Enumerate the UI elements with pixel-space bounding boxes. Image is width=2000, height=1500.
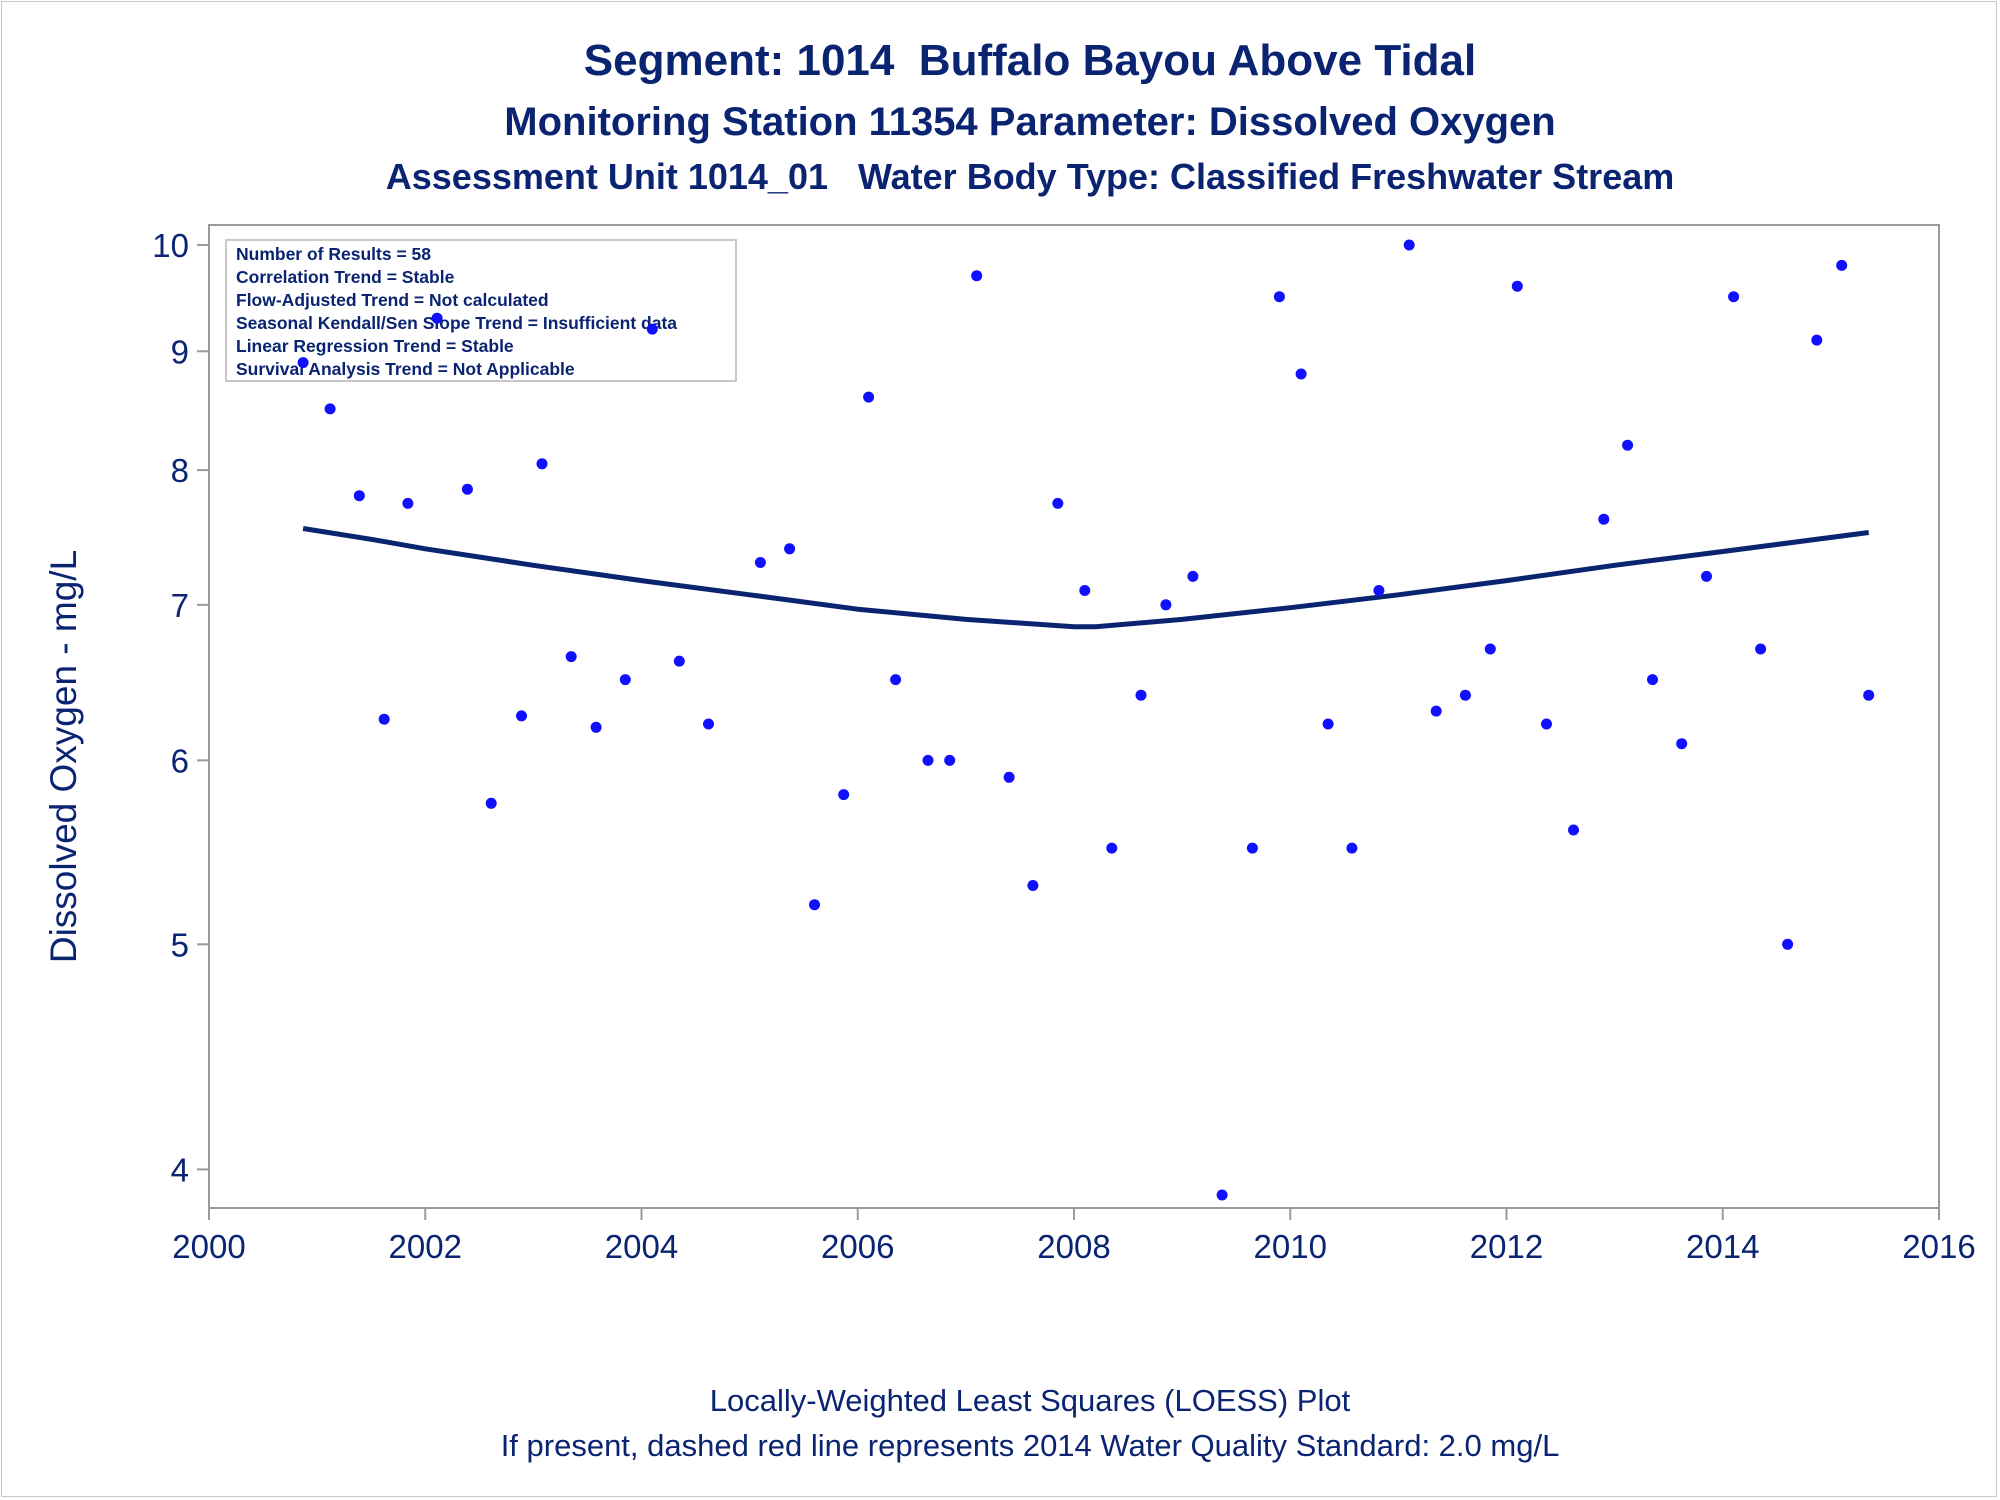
data-point [619, 674, 631, 686]
data-point [536, 458, 548, 470]
inset-line-correlation: Correlation Trend = Stable [236, 267, 455, 287]
data-point [863, 391, 875, 403]
data-point [646, 323, 658, 335]
data-point [1647, 674, 1658, 686]
data-point [1079, 585, 1091, 596]
data-point [1598, 513, 1610, 525]
y-axis-label: Dissolved Oxygen - mg/L [43, 550, 84, 963]
x-tick-label: 2014 [1686, 1228, 1759, 1265]
data-point [565, 651, 577, 663]
x-tick-label: 2002 [389, 1228, 462, 1265]
data-point [1430, 705, 1442, 717]
x-tick-label: 2016 [1902, 1228, 1975, 1265]
data-point [353, 490, 365, 502]
observation-series [297, 239, 1875, 1201]
loess-line [302, 526, 1870, 630]
data-point [590, 721, 602, 733]
y-tick-label: 10 [152, 227, 189, 264]
y-tick-label: 9 [171, 333, 189, 370]
data-point [703, 718, 714, 730]
data-point [922, 754, 934, 766]
data-point [1160, 599, 1172, 611]
data-point [378, 713, 390, 725]
data-point [1322, 718, 1334, 730]
data-point [1701, 570, 1712, 582]
footer-plot-type: Locally-Weighted Least Squares (LOESS) P… [709, 1383, 1351, 1418]
data-point [1003, 771, 1015, 783]
data-point [890, 674, 902, 686]
data-point [809, 899, 820, 911]
data-point [1511, 280, 1523, 292]
x-tick-label: 2000 [172, 1228, 245, 1265]
data-point [1273, 291, 1285, 303]
x-tick-label: 2012 [1470, 1228, 1543, 1265]
data-point [1135, 689, 1147, 701]
inset-box [225, 239, 737, 382]
loess-series [302, 526, 1870, 630]
y-axis: 4 5 6 7 8 9 10 [152, 227, 209, 1188]
inset-line-results: Number of Results = 58 [236, 244, 431, 264]
data-point [1052, 497, 1064, 509]
data-point [516, 710, 527, 722]
inset-line-linear-regression: Linear Regression Trend = Stable [236, 336, 514, 356]
data-point [1728, 291, 1740, 303]
data-point [1782, 938, 1794, 950]
x-tick-label: 2004 [605, 1228, 678, 1265]
chart-subtitle-assessment-unit: Assessment Unit 1014_01 Water Body Type:… [385, 156, 1675, 197]
x-tick-label: 2006 [821, 1228, 894, 1265]
data-point [754, 557, 766, 568]
chart-title: Segment: 1014 Buffalo Bayou Above Tidal [583, 36, 1477, 85]
data-point [1216, 1189, 1228, 1201]
data-point [971, 270, 983, 282]
data-point [1346, 842, 1358, 854]
x-tick-label: 2008 [1037, 1228, 1110, 1265]
y-tick-label: 6 [171, 742, 189, 779]
data-point [297, 357, 309, 369]
inset-line-survival-analysis: Survival Analysis Trend = Not Applicable [236, 359, 575, 379]
data-point [324, 403, 336, 415]
footer-standard-note: If present, dashed red line represents 2… [500, 1428, 1560, 1463]
data-point [1246, 842, 1258, 854]
data-point [431, 312, 443, 324]
data-point [1106, 842, 1118, 854]
data-point [461, 483, 473, 495]
data-point [1568, 824, 1579, 836]
data-point [1373, 585, 1385, 596]
data-point [485, 797, 497, 809]
trend-statistics-inset: Number of Results = 58 Correlation Trend… [225, 239, 737, 382]
data-point [838, 789, 850, 801]
x-axis: 2000 2002 2004 2006 2008 2010 2012 2014 2016 [172, 1208, 1976, 1265]
inset-line-seasonal-kendall: Seasonal Kendall/Sen Slope Trend = Insuf… [236, 313, 677, 333]
data-point [1459, 689, 1471, 701]
data-point [1484, 643, 1496, 655]
y-tick-label: 8 [171, 452, 189, 489]
data-point [784, 543, 796, 555]
data-point [1755, 643, 1767, 655]
chart-subtitle-station: Monitoring Station 11354 Parameter: Diss… [504, 100, 1556, 144]
data-point [1863, 689, 1875, 701]
data-point [1676, 738, 1688, 750]
x-tick-label: 2010 [1254, 1228, 1327, 1265]
y-tick-label: 7 [171, 587, 189, 624]
data-point [673, 655, 685, 667]
data-point [402, 497, 414, 509]
inset-line-flow-adjusted: Flow-Adjusted Trend = Not calculated [236, 290, 549, 310]
data-point [1541, 718, 1552, 730]
data-point [944, 754, 956, 766]
data-point [1811, 334, 1823, 346]
data-point [1295, 368, 1307, 380]
data-point [1836, 259, 1848, 271]
data-point [1187, 570, 1199, 582]
data-point [1403, 239, 1415, 251]
data-point [1027, 880, 1039, 891]
y-tick-label: 5 [171, 926, 189, 963]
y-tick-label: 4 [171, 1151, 189, 1188]
data-point [1622, 439, 1634, 451]
